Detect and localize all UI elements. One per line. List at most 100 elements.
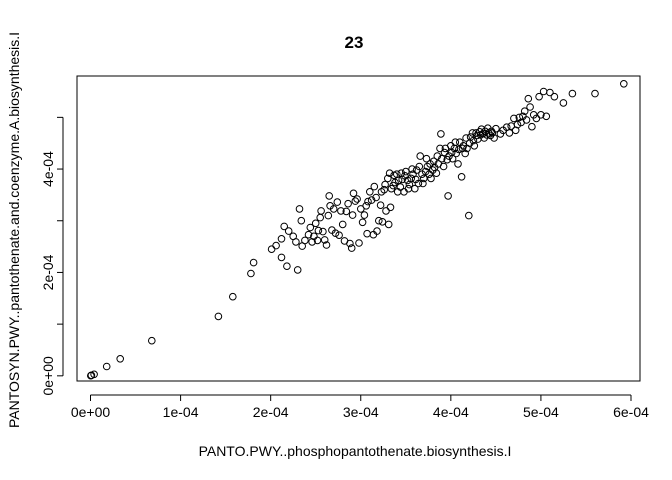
data-point [386,203,395,212]
data-point [452,149,461,158]
data-point [370,182,379,191]
data-point [411,175,420,184]
data-point [366,188,374,196]
data-point [394,176,403,185]
data-point [338,220,347,229]
y-axis: 0e+00 2e-04 4e-04 [40,116,64,396]
data-point [280,222,289,231]
data-point [369,230,378,239]
data-point [380,185,389,194]
data-point [293,266,302,274]
data-point [526,103,534,111]
data-point [422,154,431,163]
data-point [407,174,416,183]
data-point [487,127,496,136]
data-point [331,229,340,237]
data-point [373,227,381,235]
data-point [292,238,300,246]
data-point [420,174,428,183]
data-point [247,269,255,278]
data-point [515,113,524,122]
data-point [591,89,599,98]
data-point [363,229,371,238]
data-point [416,152,425,160]
data-point [456,138,464,146]
data-point [470,142,479,150]
data-point [520,107,529,115]
data-point [448,154,457,163]
chart-title: 23 [345,33,364,52]
data-point [267,245,276,253]
data-point [384,174,392,183]
y-tick-label: 0e+00 [40,356,56,396]
data-point [419,179,427,188]
data-point [353,195,361,203]
data-point [337,207,345,215]
data-point [524,94,533,103]
data-point [505,129,514,137]
data-point [414,179,423,188]
data-point [437,130,445,138]
data-point [402,167,410,176]
data-point [439,162,448,171]
data-point [462,134,470,142]
x-axis: 0e+00 1e-04 2e-04 3e-04 4e-04 5e-04 6e-04 [71,394,649,420]
data-point [451,138,460,146]
data-point [559,99,568,107]
data-point [348,211,357,219]
data-point [329,205,338,213]
data-point [411,184,419,193]
x-tick-label: 2e-04 [253,404,289,420]
data-point [229,292,237,301]
data-point [306,223,315,232]
data-point [283,262,291,271]
data-point [444,192,452,200]
data-point [550,92,559,101]
data-point [214,312,223,321]
data-point [347,244,356,252]
x-tick-label: 1e-04 [163,404,199,420]
data-point [322,241,331,249]
data-point [349,189,358,198]
x-tick-label: 5e-04 [523,404,559,420]
data-point [620,80,628,88]
plot-frame [76,75,641,382]
data-point [376,201,385,209]
x-tick-label: 6e-04 [613,404,649,420]
data-point [522,116,531,124]
data-point [469,136,478,145]
data-point [355,239,363,247]
data-point [382,207,390,215]
data-point [490,134,498,142]
data-point [313,236,322,245]
x-tick-label: 4e-04 [433,404,469,420]
data-point [358,218,367,227]
data-point [396,183,405,191]
x-axis-title: PANTO.PWY..phosphopantothenate.biosynthe… [199,443,512,459]
data-point [427,174,435,183]
data-point [333,198,342,206]
data-point [568,89,577,98]
data-point [297,216,306,225]
data-point [415,162,424,171]
data-point [319,227,327,236]
data-point [403,176,412,185]
data-point [362,202,371,210]
data-point [423,162,432,171]
data-point [277,235,286,243]
data-point [432,169,441,177]
data-point [346,239,354,248]
data-point [308,238,316,246]
data-point [528,122,536,131]
data-point [537,111,545,119]
data-point [102,362,111,371]
data-point [492,124,500,133]
data-point [479,129,488,138]
data-point [375,216,383,225]
data-point [284,227,293,235]
y-axis-title: PANTOSYN.PWY..pantothenate.and.coenzyme.… [6,32,22,428]
x-tick-label: 0e+00 [71,404,111,420]
data-point [546,88,554,97]
data-points [87,80,628,380]
